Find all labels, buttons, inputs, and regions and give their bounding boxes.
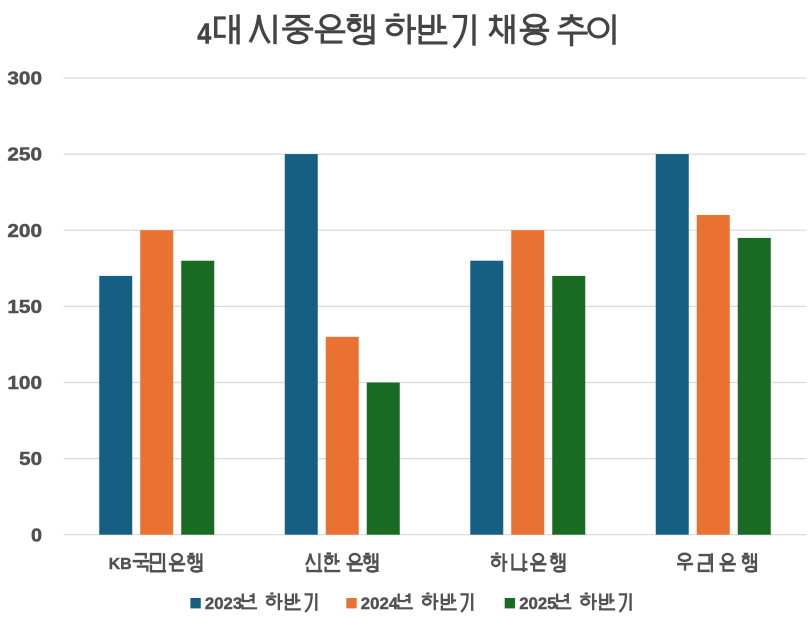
svg-text:4: 4 (197, 19, 211, 51)
svg-text:2024: 2024 (361, 594, 399, 613)
svg-text:100: 100 (7, 372, 42, 393)
svg-text:250: 250 (7, 144, 42, 165)
svg-text:200: 200 (7, 220, 42, 241)
svg-text:2025: 2025 (519, 594, 556, 613)
svg-text:0: 0 (31, 524, 42, 545)
svg-text:50: 50 (19, 448, 42, 469)
svg-text:KB: KB (109, 556, 132, 573)
svg-text:300: 300 (7, 68, 42, 89)
svg-text:150: 150 (7, 296, 42, 317)
svg-text:2023: 2023 (205, 594, 242, 613)
